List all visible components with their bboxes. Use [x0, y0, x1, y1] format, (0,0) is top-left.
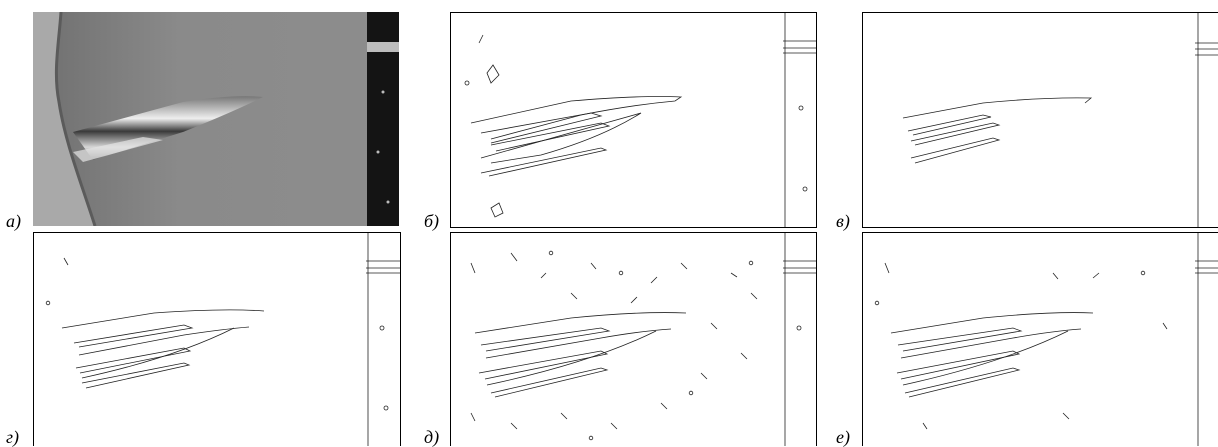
edge-drawing-g	[45, 233, 400, 446]
panel-label-b: б)	[424, 211, 440, 231]
panel-label-e: е)	[836, 427, 850, 447]
panel-label-d: д)	[424, 427, 440, 447]
panel-label-a: а)	[6, 211, 21, 231]
edge-drawing-d	[470, 233, 816, 446]
edge-drawing-b	[464, 13, 816, 227]
bullet-photo	[33, 12, 399, 226]
edge-map-b	[450, 12, 817, 228]
edge-drawing-e	[874, 233, 1218, 446]
edge-map-d	[450, 232, 817, 446]
edge-map-e	[862, 232, 1218, 446]
panel-label-v: в)	[836, 211, 850, 231]
photo-frame	[33, 12, 399, 226]
panel-label-g: г)	[6, 427, 20, 447]
edge-map-v	[862, 12, 1218, 228]
edge-map-g	[33, 232, 401, 446]
edge-drawing-v	[902, 13, 1218, 227]
